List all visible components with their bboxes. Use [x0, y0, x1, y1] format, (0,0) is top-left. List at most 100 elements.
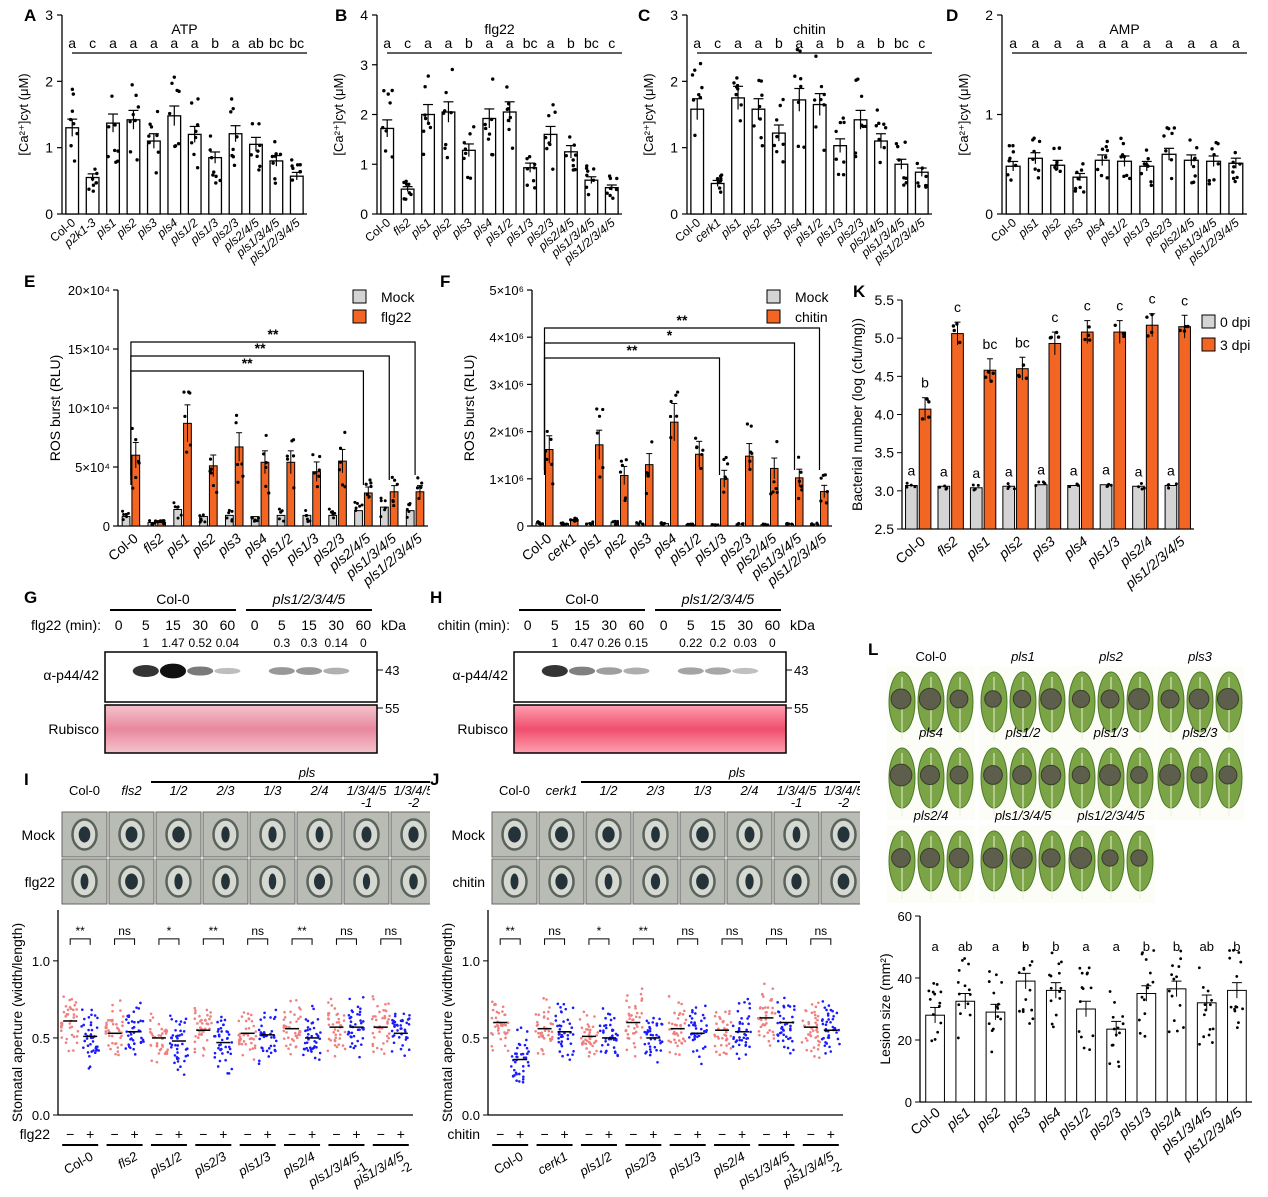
point-mock	[503, 1044, 507, 1048]
data-point	[154, 171, 158, 175]
point-treated	[399, 1024, 403, 1027]
bar-3dpi	[951, 333, 964, 530]
data-point	[997, 1002, 1000, 1006]
point-mock	[491, 1048, 495, 1052]
data-point	[1007, 159, 1011, 163]
point-treated	[604, 1026, 608, 1030]
data-point	[128, 150, 133, 154]
data-point	[999, 1017, 1003, 1021]
data-point	[1172, 977, 1176, 981]
bar	[563, 151, 578, 215]
data-point	[134, 438, 138, 442]
data-point	[525, 167, 530, 171]
point-mock	[386, 1020, 389, 1024]
point-mock	[771, 1030, 775, 1034]
point-mock	[668, 1050, 672, 1054]
genotype-label: 1/3/4/5	[824, 783, 860, 798]
significance-letter: a	[693, 35, 701, 51]
data-point	[608, 193, 612, 198]
data-point	[1231, 948, 1235, 952]
point-mock	[371, 1015, 375, 1018]
point-treated	[303, 1047, 306, 1051]
panel-letter-f: F	[440, 272, 451, 291]
point-mock	[501, 1005, 505, 1009]
point-treated	[352, 1034, 356, 1038]
data-point	[404, 179, 408, 184]
data-point	[173, 144, 177, 149]
point-treated	[170, 1017, 174, 1021]
bar	[1196, 1002, 1217, 1103]
point-treated	[566, 1053, 570, 1057]
data-point	[331, 512, 335, 516]
time-label: 15	[574, 617, 590, 633]
data-point	[125, 515, 129, 519]
point-treated	[748, 1002, 751, 1005]
data-point	[215, 490, 219, 495]
point-treated	[97, 1049, 101, 1052]
point-treated	[261, 1046, 264, 1050]
panel-letter-e: E	[24, 272, 36, 291]
data-point	[623, 496, 628, 500]
significance-letter: a	[109, 35, 117, 51]
data-point	[551, 103, 555, 107]
marker-55: 55	[385, 701, 399, 716]
point-treated	[783, 1045, 786, 1049]
point-mock	[330, 1004, 334, 1007]
point-mock	[761, 1007, 765, 1010]
point-mock	[329, 997, 333, 1001]
point-mock	[772, 1033, 775, 1037]
point-treated	[789, 1028, 792, 1032]
data-point	[218, 178, 222, 183]
pls-label: pls	[298, 765, 316, 780]
data-point	[449, 110, 453, 115]
data-point	[719, 177, 723, 181]
point-treated	[701, 1047, 705, 1050]
data-point	[151, 522, 155, 526]
significance-letter: a	[1121, 35, 1129, 51]
stomatal-pore	[315, 826, 324, 843]
point-mock	[634, 1007, 637, 1010]
y-tick-label: 60	[898, 909, 912, 924]
blot-band	[677, 667, 704, 675]
data-point	[740, 522, 744, 526]
point-mock	[60, 1021, 63, 1025]
data-point	[229, 110, 233, 114]
point-treated	[612, 1046, 616, 1049]
bar	[1161, 153, 1177, 215]
lesion	[1012, 689, 1032, 709]
data-point	[944, 487, 948, 491]
point-mock	[297, 1033, 300, 1036]
point-treated	[303, 1041, 307, 1045]
data-point	[1228, 956, 1232, 960]
point-mock	[370, 1017, 374, 1021]
data-point	[799, 84, 803, 89]
point-treated	[608, 1013, 612, 1016]
point-treated	[554, 1014, 558, 1018]
data-point	[796, 100, 801, 105]
point-treated	[390, 1050, 394, 1053]
data-point	[601, 407, 605, 412]
point-mock	[816, 1018, 819, 1022]
data-point	[211, 173, 215, 177]
point-mock	[371, 1042, 375, 1046]
point-mock	[549, 1039, 552, 1042]
y-tick-label: 5.5	[875, 292, 895, 308]
data-point	[176, 505, 180, 509]
data-point	[1182, 329, 1187, 333]
point-treated	[704, 1004, 707, 1008]
point-treated	[737, 1043, 741, 1047]
data-point	[87, 187, 91, 191]
data-point	[212, 170, 216, 174]
leaf-label: pls2/4	[913, 808, 949, 823]
data-point	[1030, 1008, 1034, 1012]
data-point	[896, 144, 900, 149]
point-mock	[150, 1059, 154, 1062]
point-treated	[731, 1045, 735, 1048]
significance-letter: c	[918, 35, 925, 51]
stomatal-pore	[745, 873, 754, 890]
data-point	[903, 140, 907, 144]
data-point	[208, 457, 213, 461]
significance-letter: a	[1082, 939, 1090, 954]
point-mock	[374, 1015, 377, 1018]
bar-0dpi	[1132, 485, 1145, 530]
